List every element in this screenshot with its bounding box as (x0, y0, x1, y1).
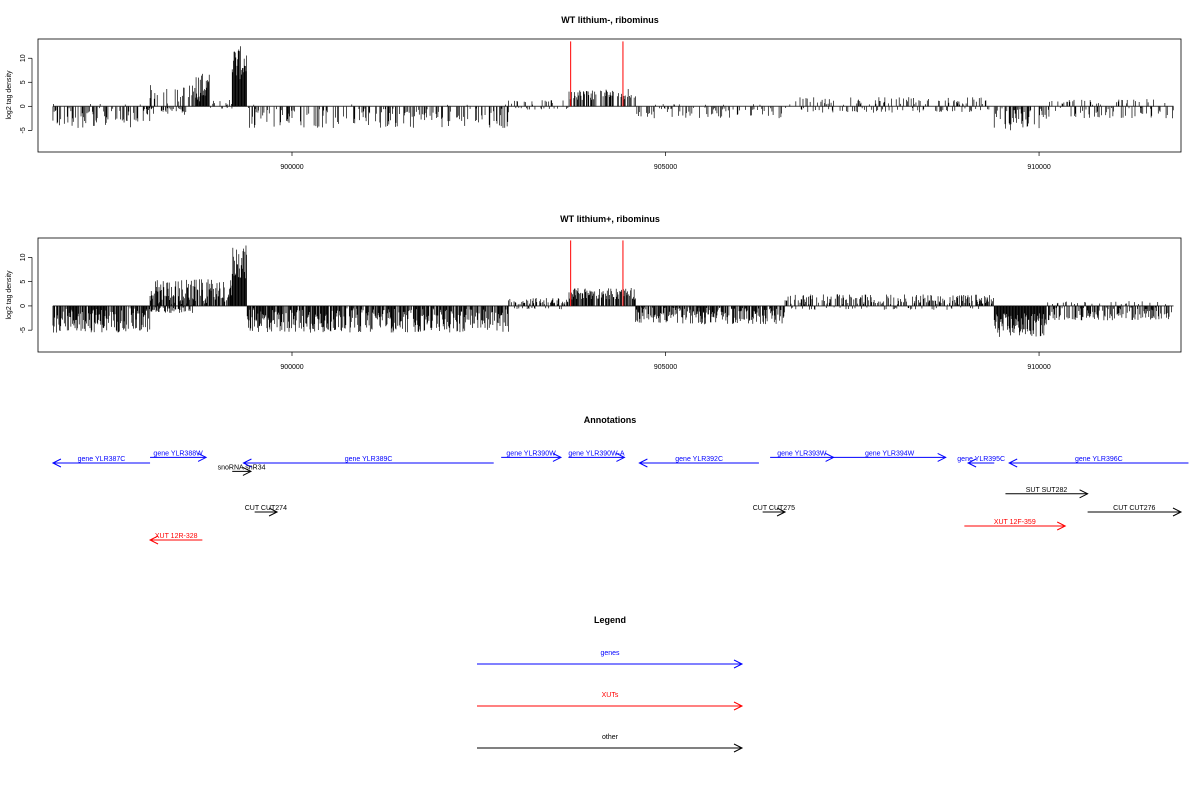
x-tick-label: 910000 (1027, 364, 1050, 371)
annotation-feature: snoRNA snR34 (218, 464, 266, 476)
annotation-feature: CUT CUT275 (753, 505, 795, 517)
annotation-feature: gene YLR390W (501, 450, 563, 462)
arrow-head (616, 452, 626, 462)
x-tick-label: 910000 (1027, 164, 1050, 171)
arrow-head (148, 535, 159, 545)
arrow-head (733, 743, 744, 753)
x-tick-label: 900000 (280, 364, 303, 371)
annotations-title: Annotations (584, 415, 637, 425)
arrow-head (1056, 521, 1067, 531)
legend-item: XUTs (477, 692, 744, 711)
feature-label: CUT CUT274 (245, 505, 287, 512)
y-tick-label: -5 (20, 327, 27, 333)
feature-label: gene YLR388W (153, 450, 203, 457)
arrow-head (937, 452, 947, 462)
feature-label: gene YLR390W-A (568, 450, 624, 457)
legend-label: XUTs (602, 692, 619, 699)
annotation-feature: gene YLR389C (242, 456, 494, 468)
plot-frame (37, 237, 1182, 353)
y-axis-label: log2 tag density (6, 270, 13, 320)
arrow-head (268, 507, 279, 517)
arrow-head (51, 458, 62, 468)
arrow-head (1008, 458, 1018, 468)
y-axis-label: log2 tag density (6, 70, 13, 120)
plot-frame (37, 38, 1182, 153)
annotation-feature: gene YLR394W (833, 450, 947, 462)
feature-label: CUT CUT275 (753, 505, 795, 512)
region-markers (570, 41, 624, 107)
panel-title: WT lithium-, ribominus (561, 15, 659, 25)
legend-item: other (477, 734, 744, 753)
feature-label: gene YLR395C (957, 456, 1005, 463)
y-axis: -5 0 5 10 (20, 54, 33, 133)
annotation-feature: XUT 12F-359 (964, 519, 1067, 531)
feature-label: XUT 12F-359 (994, 519, 1036, 526)
feature-label: gene YLR389C (345, 456, 393, 463)
legend-panel: Legend genes XUTs other (477, 615, 744, 753)
annotation-feature: SUT SUT282 (1005, 487, 1089, 499)
feature-label: gene YLR390W (506, 450, 556, 457)
x-tick-label: 905000 (654, 364, 677, 371)
legend-item: genes (477, 650, 744, 669)
annotation-feature: gene YLR396C (1008, 456, 1189, 468)
y-tick-label: 5 (20, 280, 27, 284)
x-tick-label: 905000 (654, 164, 677, 171)
arrow-head (638, 458, 648, 468)
density-bars (52, 245, 1174, 337)
arrow-head (1172, 507, 1183, 517)
arrow-head (552, 452, 563, 462)
arrow-head (1079, 489, 1089, 499)
feature-label: gene YLR396C (1075, 456, 1123, 463)
annotation-feature: gene YLR392C (638, 456, 759, 468)
arrow-head (733, 659, 744, 669)
legend-items: genes XUTs other (477, 650, 744, 753)
annotation-feature: CUT CUT276 (1087, 505, 1183, 517)
annotation-feature: XUT 12R-328 (148, 533, 203, 545)
annotation-feature: gene YLR390W-A (568, 450, 626, 462)
x-axis: 900000 905000 910000 (280, 152, 1051, 171)
feature-label: gene YLR394W (865, 450, 915, 457)
arrow-head (242, 458, 252, 468)
x-axis: 900000 905000 910000 (280, 352, 1051, 371)
density-panel-lithium-plus: WT lithium+, ribominus log2 tag density … (6, 214, 1182, 371)
annotation-feature: CUT CUT274 (245, 505, 287, 517)
y-tick-label: 10 (20, 253, 27, 261)
feature-label: CUT CUT276 (1113, 505, 1155, 512)
y-tick-label: 5 (20, 80, 27, 84)
arrow-head (242, 466, 253, 476)
arrow-head (776, 507, 787, 517)
region-markers (570, 240, 624, 306)
feature-label: gene YLR387C (78, 456, 126, 463)
annotation-feature: gene YLR393W (770, 450, 835, 462)
y-tick-label: 0 (20, 304, 27, 308)
feature-label: gene YLR392C (675, 456, 723, 463)
feature-label: gene YLR393W (777, 450, 827, 457)
panel-title: WT lithium+, ribominus (560, 214, 660, 224)
feature-label: XUT 12R-328 (155, 533, 198, 540)
legend-title: Legend (594, 615, 626, 625)
arrow-head (197, 452, 208, 462)
annotation-feature: gene YLR395C (957, 456, 1005, 468)
density-bars (52, 46, 1174, 131)
arrow-head (733, 701, 744, 711)
y-axis: -5 0 5 10 (20, 253, 33, 333)
arrow-head (966, 458, 977, 468)
y-tick-label: 0 (20, 104, 27, 108)
annotation-feature: gene YLR387C (51, 456, 151, 468)
y-tick-label: 10 (20, 54, 27, 62)
annotation-features: gene YLR387C gene YLR388W gene YLR389C gene… (51, 450, 1189, 545)
y-tick-label: -5 (20, 127, 27, 133)
legend-label: genes (600, 650, 620, 657)
density-panel-lithium-minus: WT lithium-, ribominus log2 tag density … (6, 15, 1182, 171)
feature-label: SUT SUT282 (1026, 487, 1068, 494)
annotation-feature: gene YLR388W (150, 450, 208, 462)
legend-label: other (602, 734, 619, 741)
x-tick-label: 900000 (280, 164, 303, 171)
feature-label: snoRNA snR34 (218, 464, 266, 471)
